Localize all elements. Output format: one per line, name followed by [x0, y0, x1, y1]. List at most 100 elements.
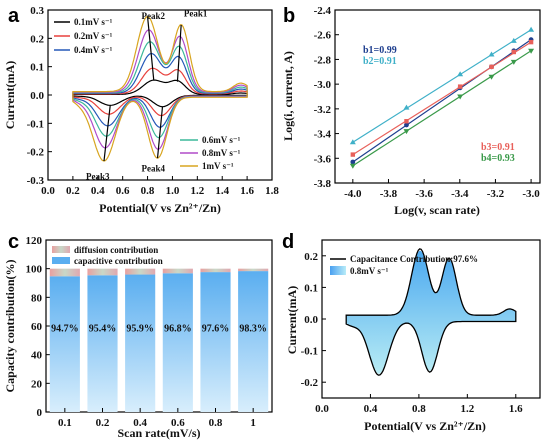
- panel-c-bar-diffusion: [49, 268, 80, 277]
- panel-b-ytick-label: -3.0: [314, 79, 332, 91]
- panel-b-data-point: [528, 48, 535, 54]
- panel-letter-b: b: [283, 5, 295, 27]
- panel-d-legend-swatch-area: [330, 266, 346, 275]
- panel-d-xlabel: Potential(V vs Zn²⁺/Zn): [364, 419, 486, 433]
- panel-d-ytick-label: 0.0: [304, 314, 318, 326]
- panel-b-xtick-label: -3.2: [487, 188, 505, 200]
- panel-c-bar-label: 98.3%: [239, 324, 267, 335]
- panel-a-legend-label: 0.4mV s⁻¹: [74, 45, 113, 55]
- panel-a-xtick-label: 0.6: [116, 185, 130, 197]
- panel-b-ytick-label: -3.4: [314, 129, 332, 141]
- panel-b-data-point: [349, 139, 356, 145]
- panel-a-xlabel: Potential(V vs Zn²⁺/Zn): [99, 201, 221, 215]
- panel-letter-a: a: [8, 5, 20, 27]
- panel-c-ytick-label: 20: [31, 378, 43, 390]
- panel-b-xtick-label: -3.4: [451, 188, 469, 200]
- panel-d-capacitive-area: [346, 250, 516, 374]
- panel-b-ytick-label: -2.4: [314, 5, 332, 17]
- panel-b-xtick-label: -4.0: [344, 188, 362, 200]
- panel-d-ylabel: Current(mA): [285, 286, 299, 354]
- panel-d-ytick-label: -0.1: [301, 346, 318, 358]
- panel-a-peak-label: Peak3: [86, 171, 110, 181]
- panel-d-xtick-label: 0.4: [364, 403, 378, 415]
- panel-a-xtick-label: 0.4: [91, 185, 105, 197]
- panel-d: d 0.0 0.4 0.8 1.2 1.6 -0.2 -0.1 0.0 0.1 0.2 Capaci…: [282, 231, 541, 433]
- panel-c-bar-label: 94.7%: [51, 324, 79, 335]
- panel-b-data-point: [510, 59, 517, 65]
- panel-b-fit-line: [352, 50, 532, 167]
- panel-c-bar-diffusion: [125, 268, 156, 275]
- panel-b-ytick-label: -2.8: [314, 54, 332, 66]
- panel-c-ylabel: Capacity contribution(%): [3, 260, 17, 393]
- panel-c-bar-label: 95.4%: [89, 324, 117, 335]
- panel-d-xtick-label: 0.0: [315, 403, 329, 415]
- panel-b-data-point: [403, 129, 410, 135]
- panel-b: b -4.0 -3.8 -3.6 -3.4 -3.2 -3.0 -3.8 -3.6 -3.4 -3…: [281, 5, 541, 217]
- panel-b-data-point: [528, 39, 534, 45]
- panel-d-ytick-label: 0.2: [304, 251, 318, 263]
- panel-c-bar-capacitive: [125, 274, 156, 412]
- panel-c-xtick-label: 1: [250, 417, 256, 429]
- panel-a-ylabel: Current(mA): [3, 61, 17, 129]
- panel-a-xtick-label: 1.0: [166, 185, 180, 197]
- panel-a-peak-label: Peak2: [142, 11, 166, 21]
- panel-b-data-point: [350, 152, 356, 157]
- panel-c-bar-capacitive: [87, 275, 118, 412]
- panel-a-xtick-label: 0.0: [41, 185, 55, 197]
- panel-c-bar-diffusion: [87, 268, 118, 276]
- panel-d-xtick-label: 0.8: [412, 403, 426, 415]
- panel-c-xtick-label: 0.8: [209, 417, 223, 429]
- panel-b-fit-line: [352, 39, 532, 163]
- panel-b-fit-line: [352, 29, 532, 143]
- panel-a-xtick-label: 1.8: [265, 185, 279, 197]
- panel-c-xlabel: Scan rate(mV/s): [118, 426, 201, 440]
- panel-b-xtick-label: -3.6: [415, 188, 433, 200]
- panel-a-ytick-label: 0.1: [30, 62, 44, 74]
- panel-a-ytick-label: -0.2: [27, 147, 45, 159]
- panel-d-ytick-label: -0.2: [301, 377, 319, 389]
- panel-b-ytick-label: -2.6: [314, 30, 332, 42]
- panel-d-legend-label: 0.8mV s⁻¹: [350, 266, 389, 276]
- panel-d-xtick-label: 1.6: [509, 403, 523, 415]
- panel-a-ytick-label: 0.0: [30, 90, 44, 102]
- panel-c-legend-label: capacitive contribution: [74, 256, 163, 266]
- panel-b-data-point: [511, 49, 516, 55]
- panel-a-cv-curve: [72, 15, 248, 162]
- panel-b-ytick-label: -3.6: [314, 153, 332, 165]
- panel-b-data-point: [404, 122, 409, 128]
- panel-b-xtick-label: -3.0: [522, 188, 540, 200]
- panel-d-legend-label: Capacitance Contribution:97.6%: [350, 254, 478, 264]
- panel-b-data-point: [457, 84, 463, 89]
- panel-c-bar-label: 97.6%: [202, 324, 230, 335]
- panel-b-xlabel: Log(v, scan rate): [394, 203, 480, 217]
- panel-a-cv-curve: [72, 52, 248, 128]
- panel-a-peak-line: [146, 16, 155, 81]
- panel-a-legend-label: 1mV s⁻¹: [202, 161, 234, 171]
- panel-a-peak-label: Peak4: [142, 163, 166, 173]
- panel-a-legend-label: 0.2mV s⁻¹: [74, 31, 113, 41]
- panel-c-bar-label: 95.9%: [126, 324, 154, 335]
- panel-c-ytick-label: 60: [31, 321, 43, 333]
- panel-a-xtick-label: 1.2: [190, 185, 204, 197]
- panel-b-fit-label: b1=0.99: [363, 45, 397, 56]
- panel-b-plot-frame: [334, 9, 541, 184]
- panel-a-ytick-label: -0.3: [27, 175, 45, 187]
- panel-c-ytick-label: 0: [37, 407, 43, 419]
- panel-b-data-point: [488, 74, 495, 80]
- panel-c-legend-swatch-capacitive: [52, 257, 70, 264]
- panel-a-legend-label: 0.8mV s⁻¹: [202, 148, 241, 158]
- panel-d-cv-curve: [345, 248, 517, 376]
- panel-b-data-point: [488, 51, 495, 57]
- panel-b-data-point: [528, 26, 535, 32]
- panel-b-xtick-label: -3.8: [380, 188, 398, 200]
- panel-c-bar-capacitive: [49, 276, 80, 412]
- panel-b-data-point: [510, 37, 517, 43]
- panel-c-bar-capacitive: [162, 273, 193, 412]
- panel-c-ytick-label: 80: [31, 292, 43, 304]
- panel-c-bar-diffusion: [162, 268, 193, 274]
- panel-c-ytick-label: 100: [26, 264, 43, 276]
- panel-a-legend-label: 0.1mV s⁻¹: [74, 17, 113, 27]
- panel-b-ytick-label: -3.2: [314, 104, 332, 116]
- panel-a-peak-label: Peak1: [184, 9, 208, 19]
